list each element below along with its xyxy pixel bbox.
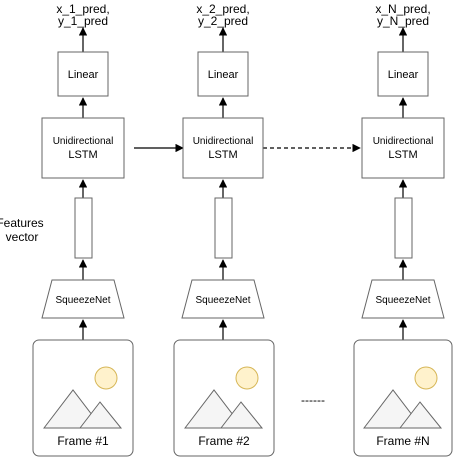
linear-box-1 [57, 51, 109, 97]
linear-box-2 [197, 51, 249, 97]
output-label-n-line2: y_N_pred [377, 14, 429, 28]
output-label-1-line2: y_1_pred [58, 14, 108, 28]
lstm-box-n [361, 117, 445, 179]
lstm-label-n-line1: Unidirectional [373, 136, 434, 147]
image-icon-2 [183, 366, 264, 429]
squeezenet-box-n [361, 279, 445, 319]
feature-vector-1 [74, 197, 93, 259]
squeezenet-label-1: SqueezeNet [55, 295, 110, 306]
frames-ellipsis: ------ [301, 393, 325, 407]
lstm-label-n-line2: LSTM [388, 149, 417, 161]
linear-label-2: Linear [208, 69, 239, 81]
output-label-1-line1: x_1_pred, [56, 2, 109, 16]
features-label-line1: Features [0, 216, 44, 230]
lstm-box-1 [41, 117, 125, 179]
linear-label-1: Linear [68, 69, 99, 81]
squeezenet-label-n: SqueezeNet [375, 295, 430, 306]
image-icon-1 [40, 350, 125, 430]
lstm-label-1-line1: Unidirectional [53, 136, 114, 147]
feature-vector-2 [214, 197, 233, 259]
frame-label-2: Frame #2 [198, 434, 250, 448]
column-1: x_1_pred, y_1_pred Linear Unidirectional… [32, 2, 134, 457]
feature-vector-n [394, 197, 413, 259]
squeezenet-box-2 [181, 279, 265, 319]
frame-label-n: Frame #N [376, 434, 429, 448]
squeezenet-box-1 [41, 279, 125, 319]
output-label-2-line1: x_2_pred, [196, 2, 249, 16]
image-icon-n [362, 366, 443, 429]
linear-label-n: Linear [388, 69, 419, 81]
squeezenet-label-2: SqueezeNet [195, 295, 250, 306]
output-label-n-line1: x_N_pred, [375, 2, 430, 16]
frame-label-1: Frame #1 [57, 434, 109, 448]
lstm-label-2-line2: LSTM [208, 149, 237, 161]
output-label-2-line2: y_2_pred [198, 14, 248, 28]
column-n: x_N_pred, y_N_pred Linear Unidirectional… [353, 2, 453, 457]
lstm-box-2 [182, 117, 264, 179]
linear-box-n [377, 51, 429, 97]
lstm-label-1-line2: LSTM [68, 149, 97, 161]
column-2: x_2_pred, y_2_pred Linear Unidirectional… [173, 2, 275, 457]
features-label-line2: vector [6, 230, 39, 244]
lstm-label-2-line1: Unidirectional [193, 136, 254, 147]
